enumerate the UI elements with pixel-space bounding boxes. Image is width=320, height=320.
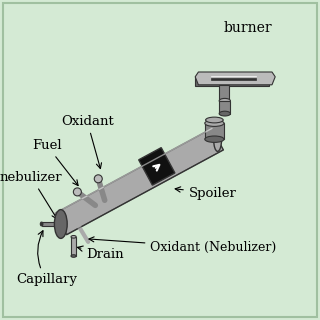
Ellipse shape xyxy=(94,175,102,183)
Text: burner: burner xyxy=(224,21,273,35)
Polygon shape xyxy=(71,237,76,256)
Text: nebulizer: nebulizer xyxy=(0,171,63,219)
Text: Drain: Drain xyxy=(77,246,124,260)
Ellipse shape xyxy=(206,117,223,123)
Text: Oxidant: Oxidant xyxy=(61,115,114,169)
Polygon shape xyxy=(195,77,269,86)
Ellipse shape xyxy=(219,99,230,103)
Ellipse shape xyxy=(73,188,81,196)
Polygon shape xyxy=(42,222,61,226)
Polygon shape xyxy=(219,85,229,101)
Polygon shape xyxy=(55,129,223,235)
Polygon shape xyxy=(139,148,175,185)
Ellipse shape xyxy=(54,210,67,238)
FancyBboxPatch shape xyxy=(3,3,317,317)
Text: Spoiler: Spoiler xyxy=(175,187,237,200)
Ellipse shape xyxy=(205,136,224,142)
Ellipse shape xyxy=(214,127,222,151)
Text: Capillary: Capillary xyxy=(16,231,77,286)
Ellipse shape xyxy=(219,111,230,116)
Polygon shape xyxy=(195,72,275,85)
Text: Fuel: Fuel xyxy=(32,139,78,186)
Polygon shape xyxy=(205,123,224,139)
Text: Oxidant (Nebulizer): Oxidant (Nebulizer) xyxy=(89,237,277,254)
FancyBboxPatch shape xyxy=(211,78,256,80)
Ellipse shape xyxy=(205,120,224,126)
Ellipse shape xyxy=(71,255,76,257)
Ellipse shape xyxy=(40,222,43,226)
Ellipse shape xyxy=(57,212,65,236)
Polygon shape xyxy=(219,101,230,114)
Ellipse shape xyxy=(71,236,76,238)
